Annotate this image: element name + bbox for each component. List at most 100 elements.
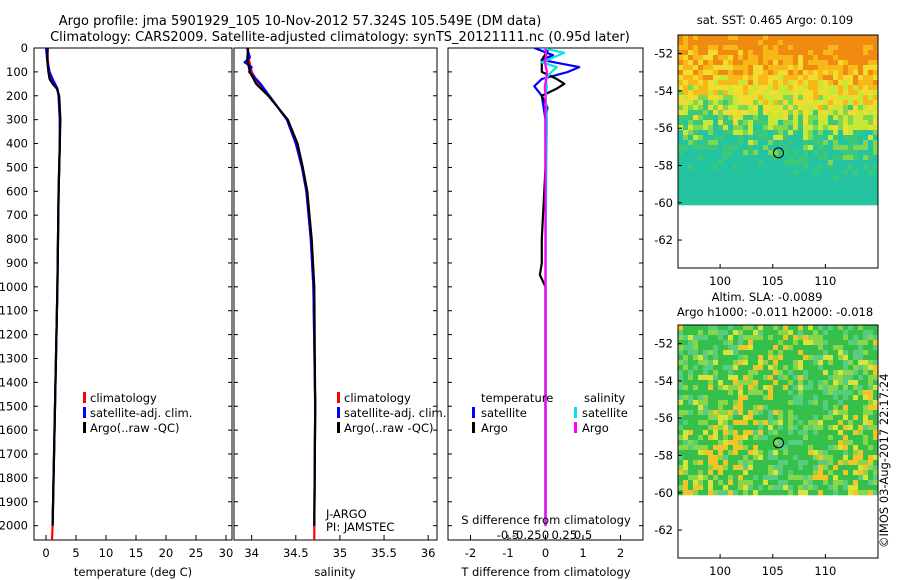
map-cell xyxy=(713,80,719,86)
map-cell xyxy=(783,170,789,176)
map-cell xyxy=(793,385,799,391)
map-cell xyxy=(763,125,769,131)
map-cell xyxy=(868,400,874,406)
map-cell xyxy=(853,480,859,486)
map-cell xyxy=(773,80,779,86)
map-cell xyxy=(868,375,874,381)
map-cell xyxy=(743,325,749,331)
map-cell xyxy=(848,50,854,56)
map-cell xyxy=(728,425,734,431)
map-cell xyxy=(728,180,734,186)
map-cell xyxy=(838,405,844,411)
map-cell xyxy=(788,185,794,191)
map-cell xyxy=(818,200,824,206)
map-cell xyxy=(703,135,709,141)
map-cell xyxy=(863,330,869,336)
map-cell xyxy=(693,470,699,476)
map-cell xyxy=(853,465,859,471)
map-cell xyxy=(768,40,774,46)
map-cell xyxy=(678,175,684,181)
map-cell xyxy=(818,360,824,366)
map-cell xyxy=(778,135,784,141)
series-line-climatology xyxy=(246,48,317,540)
map-cell xyxy=(763,110,769,116)
map-cell xyxy=(678,55,684,61)
map-cell xyxy=(753,420,759,426)
map-cell xyxy=(703,150,709,156)
map-cell xyxy=(693,195,699,201)
map-cell xyxy=(693,435,699,441)
map-cell xyxy=(868,190,874,196)
map-cell xyxy=(873,130,879,136)
map-cell xyxy=(773,350,779,356)
map-cell xyxy=(773,420,779,426)
map-cell xyxy=(828,400,834,406)
map-cell xyxy=(683,115,689,121)
map-cell xyxy=(753,370,759,376)
map-cell xyxy=(768,415,774,421)
map-cell xyxy=(688,385,694,391)
map-cell xyxy=(768,395,774,401)
map-cell xyxy=(773,435,779,441)
map-cell xyxy=(853,485,859,491)
map-cell xyxy=(813,95,819,101)
map-cell xyxy=(778,170,784,176)
map-cell xyxy=(763,50,769,56)
map-cell xyxy=(678,345,684,351)
map-cell xyxy=(683,105,689,111)
map-cell xyxy=(678,50,684,56)
map-cell xyxy=(828,190,834,196)
map-cell xyxy=(793,65,799,71)
map-cell xyxy=(863,190,869,196)
map-cell xyxy=(688,335,694,341)
map-cell xyxy=(793,360,799,366)
map-cell xyxy=(698,375,704,381)
map-cell xyxy=(848,460,854,466)
map-cell xyxy=(843,150,849,156)
map-cell xyxy=(678,105,684,111)
map-cell xyxy=(683,70,689,76)
map-cell xyxy=(688,45,694,51)
map-cell xyxy=(873,360,879,366)
map-cell xyxy=(688,105,694,111)
map-cell xyxy=(768,60,774,66)
map-cell xyxy=(693,440,699,446)
map-cell xyxy=(678,125,684,131)
map-cell xyxy=(723,170,729,176)
map-cell xyxy=(703,400,709,406)
map-cell xyxy=(813,355,819,361)
map-cell xyxy=(683,450,689,456)
map-cell xyxy=(803,165,809,171)
map-cell xyxy=(748,120,754,126)
map-cell xyxy=(838,395,844,401)
map-cell xyxy=(868,40,874,46)
map-cell xyxy=(773,185,779,191)
map-cell xyxy=(758,140,764,146)
map-cell xyxy=(688,115,694,121)
map-cell xyxy=(843,365,849,371)
map-cell xyxy=(783,165,789,171)
map-cell xyxy=(693,160,699,166)
map-cell xyxy=(753,340,759,346)
map-cell xyxy=(823,430,829,436)
map-cell xyxy=(678,120,684,126)
map-cell xyxy=(738,380,744,386)
map-cell xyxy=(843,360,849,366)
map-cell xyxy=(818,430,824,436)
map-cell xyxy=(738,475,744,481)
map-cell xyxy=(783,345,789,351)
temperature-profiles xyxy=(44,48,62,540)
map-cell xyxy=(848,390,854,396)
map-cell xyxy=(758,165,764,171)
map-cell xyxy=(773,120,779,126)
map-cell xyxy=(688,40,694,46)
map-cell xyxy=(763,435,769,441)
map-cell xyxy=(743,410,749,416)
map-cell xyxy=(828,365,834,371)
map-cell xyxy=(733,185,739,191)
map-cell xyxy=(823,355,829,361)
map-cell xyxy=(718,465,724,471)
map-cell xyxy=(703,60,709,66)
map-cell xyxy=(718,410,724,416)
map-cell xyxy=(778,85,784,91)
